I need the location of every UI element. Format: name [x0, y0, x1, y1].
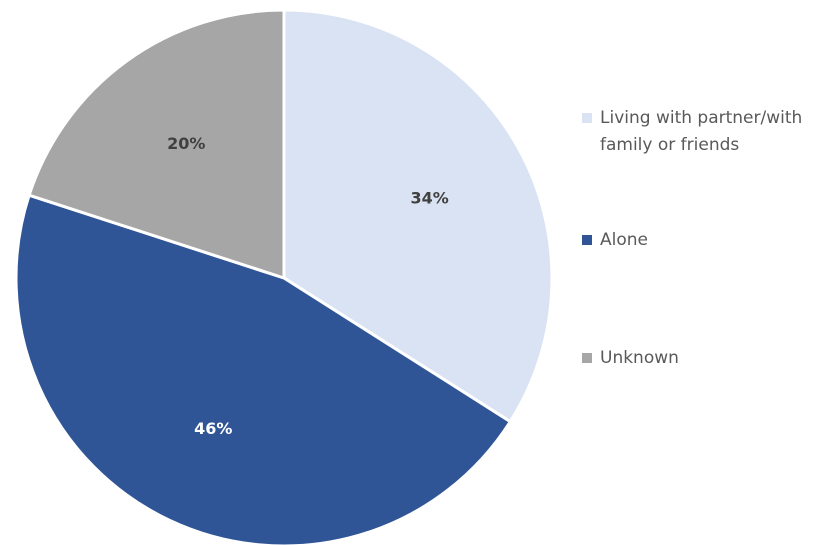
pie-slice-alone — [14, 193, 512, 545]
pie-slice-living-with-others — [282, 8, 554, 424]
legend-item-living-with-others: Living with partner/with family or friend… — [582, 108, 802, 155]
legend-item-unknown: Unknown — [582, 348, 679, 368]
slice-label-unknown: 20% — [167, 134, 205, 153]
legend-label-alone: Alone — [600, 230, 648, 250]
legend-label-living-with-others: family or friends — [600, 135, 739, 155]
pie-slices — [14, 8, 554, 545]
legend: Living with partner/with family or friend… — [582, 108, 802, 368]
slice-label-alone: 46% — [194, 419, 232, 438]
pie-slice-unknown — [27, 8, 286, 280]
legend-swatch-alone — [582, 235, 592, 245]
legend-item-alone: Alone — [582, 230, 648, 250]
legend-swatch-living-with-others — [582, 113, 592, 123]
slice-label-living-with-others: 34% — [410, 189, 448, 208]
legend-label-unknown: Unknown — [600, 348, 679, 368]
pie-slice-labels: 34% 46% 20% — [167, 134, 449, 438]
legend-label-living-with-others: Living with partner/with — [600, 108, 802, 128]
legend-swatch-unknown — [582, 353, 592, 363]
